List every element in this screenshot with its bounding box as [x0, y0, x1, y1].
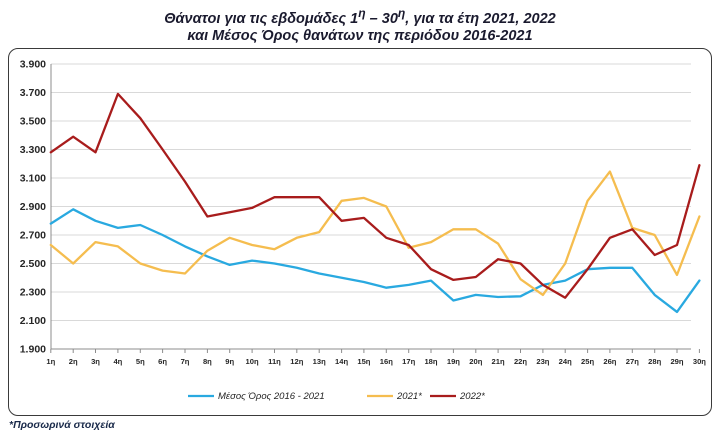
svg-text:Μέσος Όρος 2016 - 2021: Μέσος Όρος 2016 - 2021 — [218, 391, 325, 402]
svg-text:2.900: 2.900 — [20, 201, 46, 213]
svg-text:3.900: 3.900 — [20, 59, 46, 71]
svg-text:7η: 7η — [181, 357, 190, 366]
svg-text:6η: 6η — [158, 357, 167, 366]
svg-text:4η: 4η — [113, 357, 122, 366]
svg-text:3.500: 3.500 — [20, 116, 46, 128]
svg-text:10η: 10η — [246, 357, 259, 366]
svg-text:2.500: 2.500 — [20, 258, 46, 270]
svg-text:30η: 30η — [693, 357, 706, 366]
svg-text:2021*: 2021* — [396, 391, 422, 402]
svg-text:20η: 20η — [469, 357, 482, 366]
svg-text:22η: 22η — [514, 357, 527, 366]
svg-text:25η: 25η — [581, 357, 594, 366]
svg-text:23η: 23η — [536, 357, 549, 366]
svg-text:3.100: 3.100 — [20, 173, 46, 185]
svg-text:29η: 29η — [670, 357, 683, 366]
svg-text:2.300: 2.300 — [20, 287, 46, 299]
svg-text:24η: 24η — [559, 357, 572, 366]
svg-text:19η: 19η — [447, 357, 460, 366]
svg-text:8η: 8η — [203, 357, 212, 366]
svg-text:21η: 21η — [492, 357, 505, 366]
svg-text:17η: 17η — [402, 357, 415, 366]
svg-text:18η: 18η — [424, 357, 437, 366]
svg-text:3.300: 3.300 — [20, 144, 46, 156]
svg-text:27η: 27η — [626, 357, 639, 366]
svg-text:13η: 13η — [313, 357, 326, 366]
svg-text:11η: 11η — [268, 357, 281, 366]
svg-text:2η: 2η — [69, 357, 78, 366]
svg-text:9η: 9η — [225, 357, 234, 366]
svg-text:1.900: 1.900 — [20, 344, 46, 356]
svg-text:16η: 16η — [380, 357, 393, 366]
svg-text:15η: 15η — [357, 357, 370, 366]
svg-text:2.100: 2.100 — [20, 315, 46, 327]
svg-text:2022*: 2022* — [459, 391, 485, 402]
svg-text:14η: 14η — [335, 357, 348, 366]
svg-text:2.700: 2.700 — [20, 230, 46, 242]
svg-text:3.700: 3.700 — [20, 87, 46, 99]
svg-text:3η: 3η — [91, 357, 100, 366]
svg-text:5η: 5η — [136, 357, 145, 366]
svg-text:12η: 12η — [290, 357, 303, 366]
svg-text:28η: 28η — [648, 357, 661, 366]
svg-text:1η: 1η — [46, 357, 55, 366]
svg-text:26η: 26η — [603, 357, 616, 366]
